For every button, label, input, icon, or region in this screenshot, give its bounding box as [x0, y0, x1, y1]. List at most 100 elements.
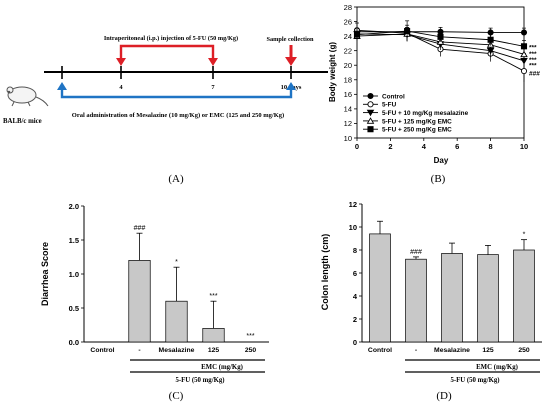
bar: [441, 253, 463, 343]
x-tick-label: Control: [90, 347, 114, 354]
significance-label: ***: [529, 45, 537, 52]
x-tick-label: 4: [422, 142, 427, 151]
significance-label: ***: [209, 293, 217, 300]
panel-d-colon-length: 0 2 4 6 8 10 12 Control ### - Mesalazine 125 * 250 Co…: [320, 200, 542, 384]
y-axis-title: Diarrhea Score: [40, 242, 50, 306]
y-tick-label: 26: [344, 17, 352, 26]
y-tick-label: 22: [344, 46, 352, 55]
y-tick-label: 12: [349, 200, 357, 209]
y-tick-label: 1.5: [69, 236, 79, 245]
x-tick-label: 2: [388, 142, 392, 151]
legend-label: 5-FU + 10 mg/Kg mesalazine: [382, 110, 469, 117]
significance-label: ###: [134, 225, 146, 232]
x-tick-label: Mesalazine: [159, 347, 195, 354]
x-tick-label: 125: [208, 347, 220, 354]
y-tick-label: 6: [353, 269, 357, 278]
legend-marker: [366, 109, 375, 117]
legend-label: 5-FU + 125 mg/Kg EMC: [382, 118, 452, 125]
oral-arrowhead-start: [57, 82, 67, 90]
bar: [165, 300, 188, 343]
injection-bracket: [119, 44, 215, 62]
y-tick-label: 24: [344, 32, 352, 41]
x-tick-label: 250: [245, 347, 257, 354]
bar: [477, 254, 499, 343]
legend-label: 5-FU: [382, 102, 397, 109]
x-tick-label: 6: [455, 142, 459, 151]
x-tick-label: -: [415, 347, 417, 354]
data-point: [520, 50, 528, 58]
y-axis-title: Body weight (g): [328, 42, 337, 102]
y-tick-label: 20: [344, 61, 352, 70]
significance-label: ***: [246, 333, 254, 340]
legend-marker: [367, 92, 374, 100]
panel-label-d: (D): [436, 390, 452, 402]
data-point: [520, 67, 528, 75]
injection-arrowhead-start: [116, 58, 126, 66]
y-tick-label: 10: [349, 223, 357, 232]
series-4: [353, 20, 528, 53]
data-point: [437, 33, 444, 40]
y-tick-label: 16: [344, 90, 352, 99]
injection-label: Intraperitoneal (i.p.) injection of 5-FU…: [104, 35, 238, 42]
panel-label-b: (B): [431, 173, 446, 185]
x-tick-label: Mesalazine: [434, 347, 470, 354]
x-tick-label: 125: [482, 347, 494, 354]
y-axis-title: Colon length (cm): [320, 234, 330, 311]
legend-marker: [367, 126, 374, 133]
emc-bracket-label: EMC (mg/Kg): [476, 364, 518, 371]
panel-label-c: (C): [169, 390, 184, 402]
y-tick-label: 14: [344, 105, 352, 114]
data-point: [520, 29, 528, 36]
data-point: [487, 36, 494, 43]
x-axis-title: Day: [434, 156, 449, 165]
fu-bracket-label: 5-FU (50 mg/Kg): [175, 377, 224, 384]
significance-label: ***: [529, 57, 537, 64]
fu-bracket-label: 5-FU (50 mg/Kg): [450, 377, 499, 384]
data-point: [404, 27, 411, 35]
oral-arrowhead-end: [286, 82, 296, 90]
significance-label: ###: [529, 71, 540, 78]
timeline-tick-label: 7: [211, 84, 215, 91]
x-tick-label: 0: [355, 142, 359, 151]
bar: [128, 260, 151, 343]
sample-label: Sample collection: [266, 36, 314, 43]
significance-label: *: [523, 232, 526, 239]
x-tick-label: Control: [368, 347, 392, 354]
significance-label: *: [175, 259, 178, 266]
mouse-label: BALB/c mice: [3, 118, 42, 125]
y-tick-label: 1.0: [69, 270, 79, 279]
y-tick-label: 12: [344, 119, 352, 128]
y-tick-label: 4: [353, 292, 358, 301]
y-tick-label: 10: [344, 134, 352, 143]
significance-label: ***: [529, 63, 537, 70]
y-tick-label: 28: [344, 3, 352, 12]
oral-bracket: [60, 88, 293, 99]
bar: [369, 233, 391, 343]
y-tick-label: 2: [353, 315, 357, 324]
y-tick-label: 0.5: [69, 304, 79, 313]
x-tick-label: -: [138, 347, 140, 354]
y-tick-label: 8: [353, 246, 357, 255]
sample-arrowhead: [285, 57, 297, 66]
data-point: [353, 31, 361, 38]
emc-bracket-label: EMC (mg/Kg): [201, 364, 243, 371]
oral-label: Oral administration of Mesalazine (10 mg…: [72, 112, 284, 119]
x-tick-label: 8: [489, 142, 493, 151]
legend-marker: [366, 117, 375, 124]
mouse-icon: [6, 86, 49, 107]
legend-marker: [367, 101, 374, 108]
panel-a-timeline: BALB/c mice 1 4 7 10 days Intraperitonea…: [3, 35, 328, 125]
x-tick-label: 250: [518, 347, 530, 354]
y-tick-label: 0.0: [69, 338, 79, 347]
significance-label: ###: [410, 249, 422, 256]
bar: [405, 258, 427, 343]
y-tick-label: 2.0: [69, 202, 79, 211]
bar: [202, 328, 225, 343]
y-tick-label: 0: [353, 338, 357, 347]
legend-label: Control: [382, 93, 405, 100]
injection-arrowhead-end: [208, 58, 218, 66]
legend-label: 5-FU + 250 mg/Kg EMC: [382, 127, 452, 134]
significance-label: ***: [529, 51, 537, 58]
